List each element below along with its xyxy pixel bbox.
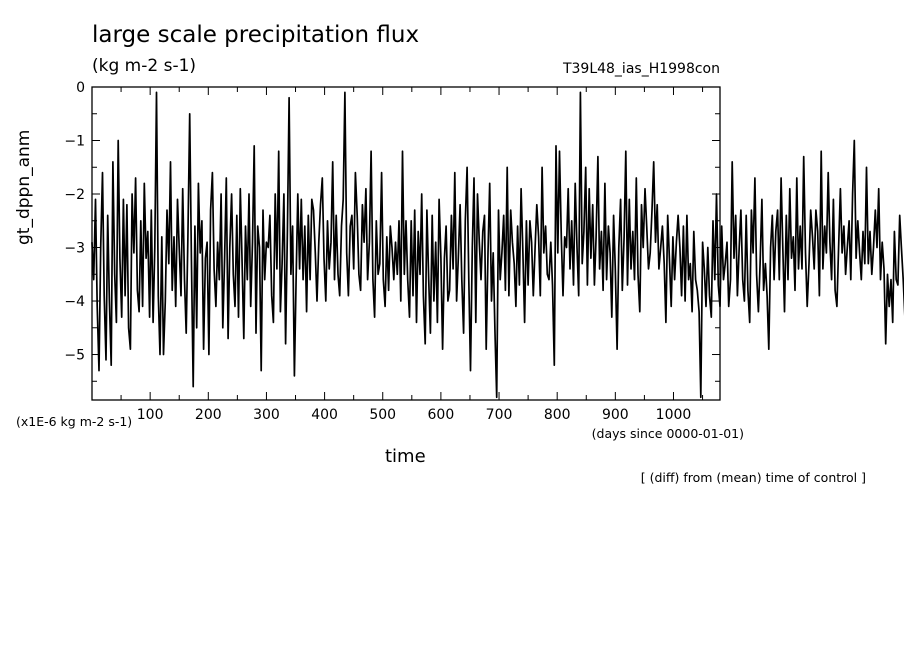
y-tick-label: −3 — [64, 241, 85, 257]
y-tick-label: 0 — [76, 80, 85, 96]
x-tick-label: 200 — [195, 407, 222, 423]
x-tick-label: 1000 — [656, 407, 692, 423]
x-tick-label: 500 — [369, 407, 396, 423]
y-tick-label: −5 — [64, 348, 85, 364]
y-tick-label: −2 — [64, 187, 85, 203]
axis-tick-labels: 100 200 300 400 500 600 700 800 900 1000 0 −1 −2 −3 −4… — [64, 80, 691, 423]
x-tick-label: 100 — [137, 407, 164, 423]
x-tick-label: 900 — [602, 407, 629, 423]
x-axis-label: time — [385, 446, 426, 467]
run-name: T39L48_ias_H1998con — [562, 61, 720, 77]
series-line — [91, 91, 904, 399]
chart-title: large scale precipitation flux — [92, 22, 420, 48]
x-tick-label: 300 — [253, 407, 280, 423]
series-group — [91, 91, 904, 399]
x-tick-label: 400 — [311, 407, 338, 423]
chart-units: (kg m-2 s-1) — [92, 56, 197, 76]
y-tick-label: −4 — [64, 294, 85, 310]
y-axis-label: gt_dppn_anm — [14, 129, 34, 245]
y-tick-label: −1 — [64, 134, 85, 150]
x-tick-label: 700 — [486, 407, 513, 423]
x-tick-label: 800 — [544, 407, 571, 423]
y-scale-note: (x1E-6 kg m-2 s-1) — [16, 414, 133, 429]
x-axis-units: (days since 0000-01-01) — [591, 426, 744, 441]
footnote: [ (diff) from (mean) time of control ] — [640, 470, 866, 485]
x-tick-label: 600 — [428, 407, 455, 423]
